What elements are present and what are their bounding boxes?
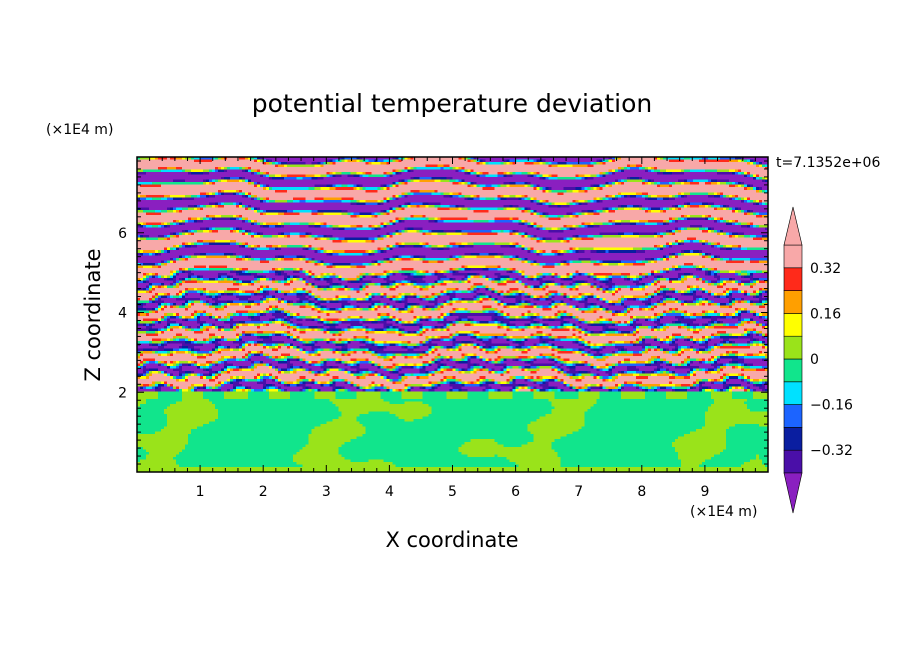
y-tick-label: 4 (118, 306, 127, 322)
colorbar-label: 0.32 (810, 261, 841, 277)
x-tick-label: 7 (574, 484, 583, 500)
y-axis-ticks: 2 4 6 (118, 160, 768, 465)
colorbar-swatch (783, 427, 803, 451)
y-tick-label: 2 (118, 385, 127, 401)
contour-field (137, 157, 768, 472)
x-axis-label: X coordinate (385, 528, 518, 552)
x-tick-label: 6 (511, 484, 520, 500)
colorbar-swatch (783, 290, 803, 314)
y-tick-label: 6 (118, 226, 127, 242)
colorbar-swatch (783, 449, 803, 474)
colorbar-label: 0.16 (810, 306, 841, 322)
x-tick-label: 9 (700, 484, 709, 500)
x-tick-label: 2 (259, 484, 268, 500)
y-axis-label: Z coordinate (81, 248, 105, 381)
colorbar-label: −0.32 (810, 443, 853, 459)
colorbar: 0.32 0.16 0 −0.16 −0.32 (783, 206, 853, 514)
x-tick-label: 4 (385, 484, 394, 500)
colorbar-label: −0.16 (810, 398, 853, 414)
x-axis-ticks: 1 2 3 4 5 6 7 8 9 (149, 157, 769, 500)
colorbar-swatch (783, 358, 803, 383)
colorbar-swatch (783, 313, 803, 337)
x-unit-label: (×1E4 m) (690, 504, 757, 520)
time-label: t=7.1352e+06 (776, 155, 880, 171)
colorbar-swatch (783, 335, 803, 360)
x-tick-label: 1 (196, 484, 205, 500)
x-tick-label: 5 (448, 484, 457, 500)
plot-area (137, 157, 768, 472)
x-tick-label: 3 (322, 484, 331, 500)
colorbar-extend-min (783, 472, 803, 514)
colorbar-swatch (783, 404, 803, 428)
chart-title: potential temperature deviation (252, 89, 652, 118)
x-tick-label: 8 (637, 484, 646, 500)
colorbar-extend-max (783, 206, 803, 246)
colorbar-label: 0 (810, 352, 819, 368)
colorbar-swatch (783, 244, 803, 269)
y-unit-label: (×1E4 m) (46, 122, 113, 138)
colorbar-swatch (783, 267, 803, 291)
colorbar-swatch (783, 381, 803, 405)
